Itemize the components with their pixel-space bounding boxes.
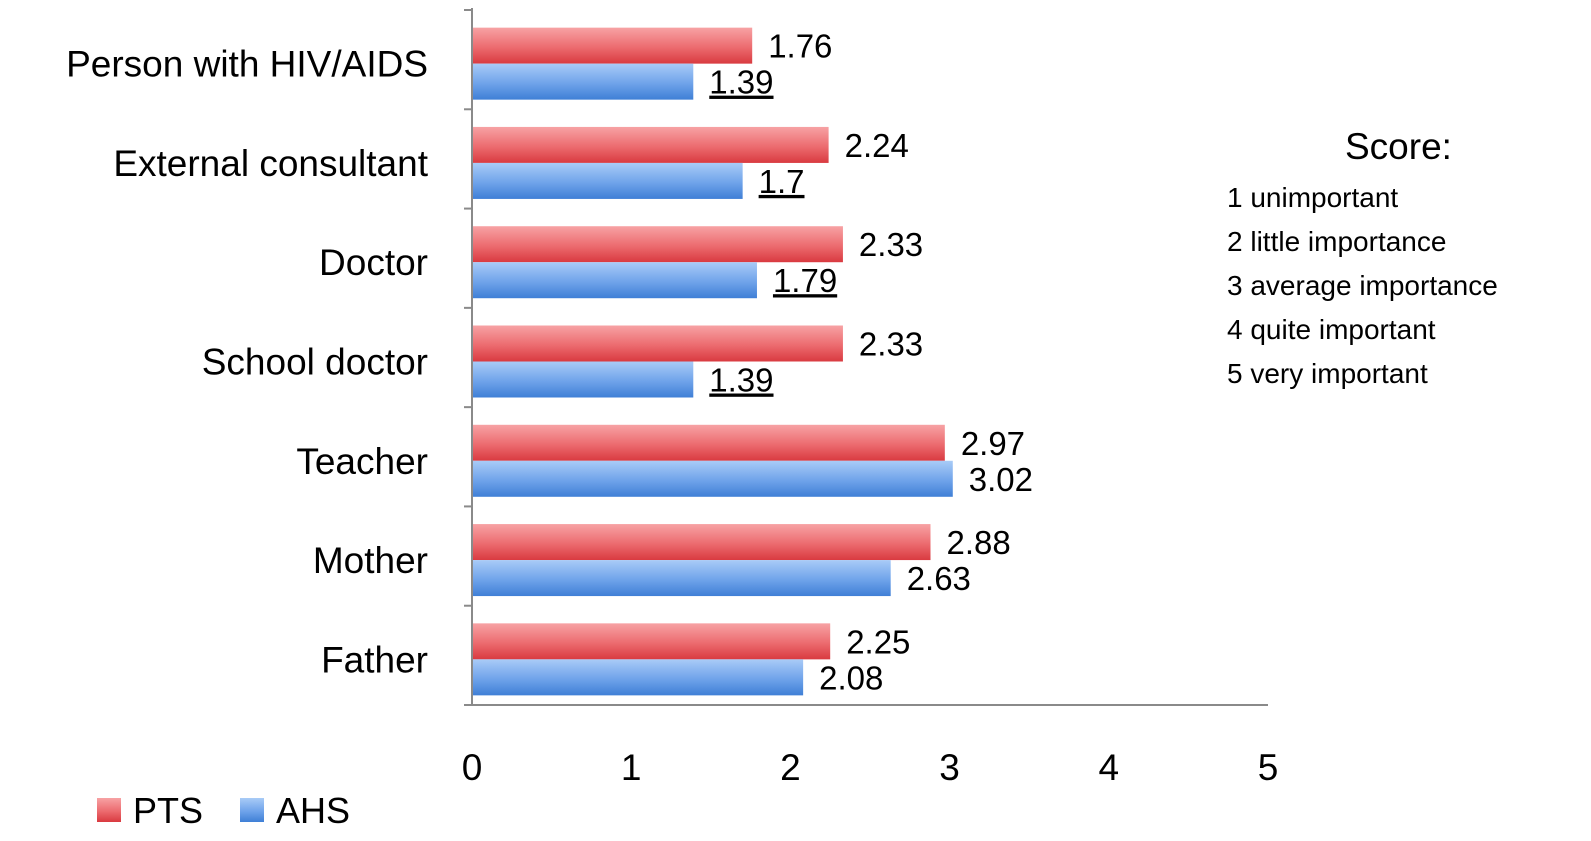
x-tick-label: 0 bbox=[462, 747, 483, 788]
value-label: 2.08 bbox=[819, 659, 883, 696]
bar-pts bbox=[472, 325, 843, 362]
category-label: Person with HIV/AIDS bbox=[66, 44, 428, 85]
bar-ahs bbox=[472, 162, 743, 199]
bar-ahs bbox=[472, 262, 757, 299]
category-labels: Person with HIV/AIDS External consultant D… bbox=[66, 44, 429, 681]
bar-pts bbox=[472, 524, 931, 561]
category-label: Father bbox=[321, 639, 428, 680]
legend-swatch-pts bbox=[97, 798, 121, 822]
value-label: 2.33 bbox=[859, 226, 923, 263]
bar-pts bbox=[472, 424, 945, 461]
score-item: 5 very important bbox=[1227, 358, 1428, 389]
x-tick-label: 2 bbox=[780, 747, 801, 788]
axes bbox=[464, 8, 1268, 706]
bar-ahs bbox=[472, 460, 953, 497]
bar-ahs bbox=[472, 659, 804, 696]
bar-pts bbox=[472, 126, 829, 163]
category-label: Mother bbox=[313, 540, 428, 581]
legend-swatch-ahs bbox=[240, 798, 264, 822]
score-legend-list: 1 unimportant 2 little importance 3 aver… bbox=[1227, 176, 1577, 396]
category-label: Teacher bbox=[296, 441, 428, 482]
value-label: 2.24 bbox=[845, 127, 909, 164]
x-tick-label: 4 bbox=[1099, 747, 1120, 788]
value-label: 1.7 bbox=[759, 163, 805, 200]
bar-ahs bbox=[472, 560, 891, 597]
legend: PTS AHS bbox=[97, 790, 350, 831]
score-legend: Score: 1 unimportant 2 little importance… bbox=[1227, 126, 1577, 396]
value-label: 3.02 bbox=[969, 461, 1033, 498]
x-tick-label: 1 bbox=[621, 747, 642, 788]
category-label: External consultant bbox=[113, 143, 428, 184]
value-label: 1.79 bbox=[773, 262, 837, 299]
value-label: 2.25 bbox=[846, 623, 910, 660]
value-label: 1.39 bbox=[709, 64, 773, 101]
score-item: 3 average importance bbox=[1227, 270, 1498, 301]
x-tick-labels: 0 1 2 3 4 5 bbox=[462, 747, 1279, 788]
legend-label-pts: PTS bbox=[133, 790, 203, 831]
category-label: School doctor bbox=[202, 342, 428, 383]
bars-layer bbox=[472, 27, 953, 696]
bar-ahs bbox=[472, 63, 694, 100]
value-label: 1.76 bbox=[768, 28, 832, 65]
value-label: 2.97 bbox=[961, 425, 1025, 462]
value-labels: 1.761.392.241.72.331.792.331.392.973.022… bbox=[709, 28, 1033, 697]
score-item: 1 unimportant bbox=[1227, 182, 1399, 213]
value-label: 2.33 bbox=[859, 326, 923, 363]
bar-pts bbox=[472, 226, 843, 263]
bar-pts bbox=[472, 27, 753, 64]
score-item: 2 little importance bbox=[1227, 226, 1447, 257]
score-item: 4 quite important bbox=[1227, 314, 1436, 345]
legend-label-ahs: AHS bbox=[276, 790, 350, 831]
value-label: 2.88 bbox=[946, 524, 1010, 561]
x-tick-label: 5 bbox=[1258, 747, 1279, 788]
bar-pts bbox=[472, 623, 831, 660]
value-label: 2.63 bbox=[907, 560, 971, 597]
value-label: 1.39 bbox=[709, 362, 773, 399]
category-label: Doctor bbox=[319, 242, 428, 283]
bar-ahs bbox=[472, 361, 694, 398]
x-tick-label: 3 bbox=[939, 747, 960, 788]
score-legend-title: Score: bbox=[1345, 126, 1452, 167]
